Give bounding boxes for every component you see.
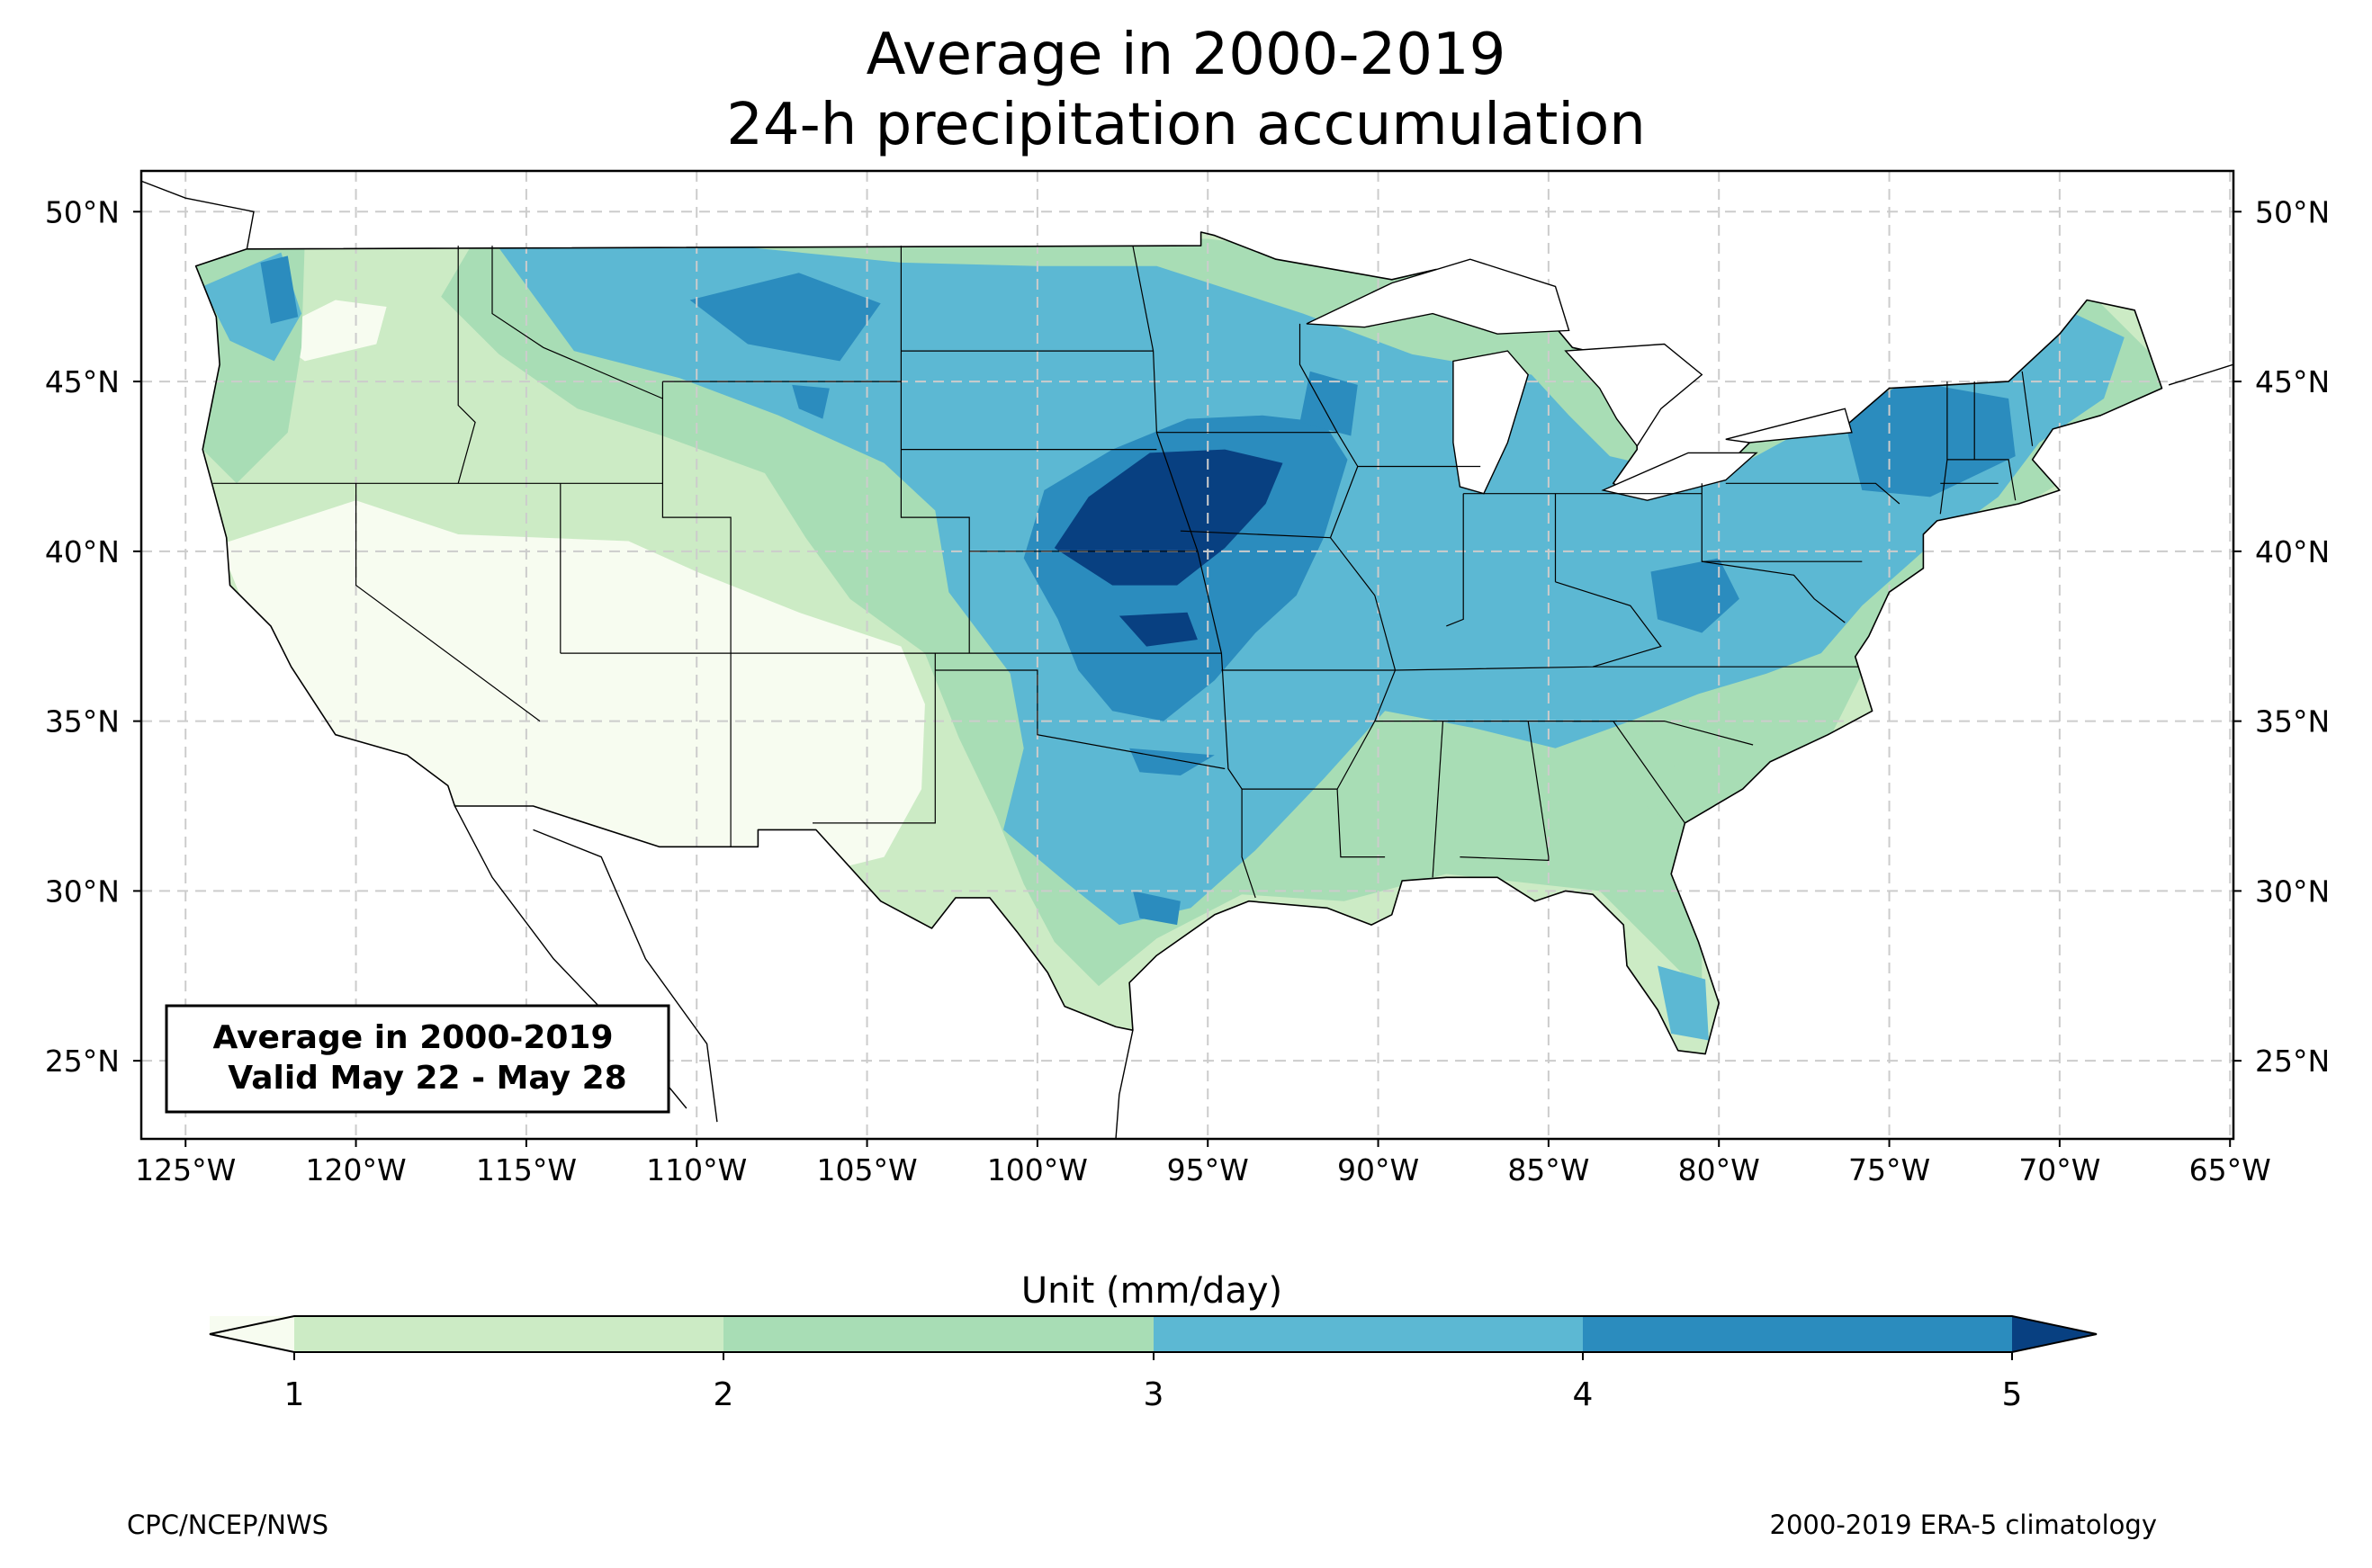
state-border-30 — [1725, 482, 1900, 505]
lat-tick-label-right-2: 40°N — [2255, 534, 2330, 569]
info-box-line-1: Average in 2000-2019 — [212, 1019, 613, 1056]
precip-region-2-3-carolina — [1623, 755, 1720, 830]
lon-tick-label-12: 65°W — [2189, 1152, 2271, 1187]
precip-region-4-5-tx — [1132, 891, 1181, 926]
info-box-line-2: Valid May 22 - May 28 — [228, 1060, 626, 1097]
lon-tick-label-11: 70°W — [2018, 1152, 2100, 1187]
state-border-24 — [1572, 721, 1685, 824]
state-border-6 — [491, 246, 663, 399]
state-border-21 — [1432, 721, 1444, 878]
lat-tick-label-right-3: 35°N — [2255, 704, 2330, 739]
state-border-37 — [2021, 371, 2034, 446]
lake-michigan — [1452, 350, 1529, 495]
lon-tick-label-10: 75°W — [1848, 1152, 1930, 1187]
title-line-1: Average in 2000-2019 — [867, 22, 1506, 88]
lat-tick-label-left-0: 50°N — [45, 194, 120, 229]
lat-tick-label-left-3: 35°N — [45, 704, 120, 739]
state-border-16 — [1180, 530, 1331, 539]
precip-region-4-5-wy — [792, 384, 830, 419]
map-panel: 125°W 120°W 115°W 110°W 105°W 100°W 95°W 90°W 85… — [45, 169, 2330, 1187]
colorbar-bin-2-3 — [723, 1316, 1154, 1352]
precip-region-3-4 — [492, 238, 2125, 926]
precip-region-4-5-wi — [1299, 371, 1358, 436]
lon-tick-label-3: 110°W — [646, 1152, 747, 1187]
lat-tick-label-right-4: 30°N — [2255, 874, 2330, 909]
mexico-gulf-coast — [1115, 1030, 1134, 1139]
precip-region-4-5-ne — [1841, 381, 2016, 497]
lon-tick-label-5: 100°W — [987, 1152, 1088, 1187]
axis-ticks: 125°W 120°W 115°W 110°W 105°W 100°W 95°W 90°W 85… — [45, 194, 2330, 1187]
state-border-28 — [1395, 581, 1662, 671]
state-border-7 — [900, 246, 970, 654]
footer-source: CPC/NCEP/NWS — [127, 1510, 328, 1540]
lat-tick-label-left-5: 25°N — [45, 1044, 120, 1079]
state-border-2 — [355, 483, 541, 722]
colorbar-tick-4: 4 — [1573, 1376, 1594, 1413]
lon-tick-label-7: 90°W — [1337, 1152, 1419, 1187]
lon-tick-label-1: 120°W — [305, 1152, 406, 1187]
colorbar: Unit (mm/day) 1 2 3 4 5 — [209, 1270, 2098, 1413]
lake-superior — [1306, 258, 1570, 335]
lon-tick-label-2: 115°W — [476, 1152, 577, 1187]
lat-tick-label-left-2: 40°N — [45, 534, 120, 569]
state-border-22 — [1460, 721, 1550, 862]
lon-tick-label-0: 125°W — [135, 1152, 236, 1187]
precip-region-4-5-wa — [260, 255, 299, 324]
state-border-13 — [935, 669, 1226, 770]
colorbar-bin-3-4 — [1154, 1316, 1583, 1352]
boundaries-layer — [141, 180, 2233, 1139]
lat-tick-label-right-5: 25°N — [2255, 1044, 2330, 1079]
precip-region-over-5-ks — [1119, 612, 1198, 647]
maritimes-coast — [2168, 363, 2233, 386]
state-border-0 — [457, 246, 476, 484]
precip-region-3-4-florida — [1658, 965, 1709, 1041]
lat-tick-label-left-1: 45°N — [45, 364, 120, 399]
colorbar-bin-4-5 — [1583, 1316, 2012, 1352]
lon-tick-label-6: 95°W — [1167, 1152, 1249, 1187]
state-border-32 — [1702, 560, 1846, 623]
colorbar-tick-2: 2 — [714, 1376, 734, 1413]
lake-huron — [1564, 343, 1703, 448]
title-line-2: 24-h precipitation accumulation — [726, 92, 1646, 158]
colorbar-bin-1-2 — [294, 1316, 723, 1352]
lon-tick-label-9: 80°W — [1678, 1152, 1760, 1187]
precip-region-below-1 — [220, 500, 925, 874]
colorbar-extend-over — [2012, 1316, 2097, 1352]
state-border-4 — [661, 381, 732, 847]
colorbar-label: Unit (mm/day) — [1021, 1270, 1282, 1312]
colorbar-tick-5: 5 — [2002, 1376, 2023, 1413]
state-border-23 — [1374, 721, 1754, 746]
state-border-12 — [813, 653, 936, 824]
precip-region-4-5-mt — [689, 273, 881, 362]
lake-erie — [1601, 452, 1758, 501]
lake-ontario — [1725, 408, 1853, 444]
lon-tick-label-8: 85°W — [1507, 1152, 1589, 1187]
state-border-25 — [1446, 493, 1464, 627]
state-border-14 — [1132, 245, 1256, 899]
colorbar-tick-3: 3 — [1144, 1376, 1164, 1413]
colorbar-tick-1: 1 — [284, 1376, 305, 1413]
state-border-34 — [1946, 459, 2017, 501]
colorbar-extend-under — [210, 1316, 294, 1352]
lat-tick-label-left-4: 30°N — [45, 874, 120, 909]
bc-coast — [141, 180, 255, 249]
gulf-of-california-coast — [533, 829, 718, 1123]
precip-region-4-5-wv — [1650, 558, 1739, 633]
footer-dataset: 2000-2019 ERA-5 climatology — [1770, 1510, 2157, 1540]
state-border-17 — [1298, 323, 1397, 858]
lat-tick-label-right-1: 45°N — [2255, 364, 2330, 399]
lat-tick-label-right-0: 50°N — [2255, 194, 2330, 229]
map-frame — [139, 169, 2235, 1141]
info-box: Average in 2000-2019 Valid May 22 - May … — [165, 1004, 670, 1114]
lon-tick-label-4: 105°W — [816, 1152, 917, 1187]
